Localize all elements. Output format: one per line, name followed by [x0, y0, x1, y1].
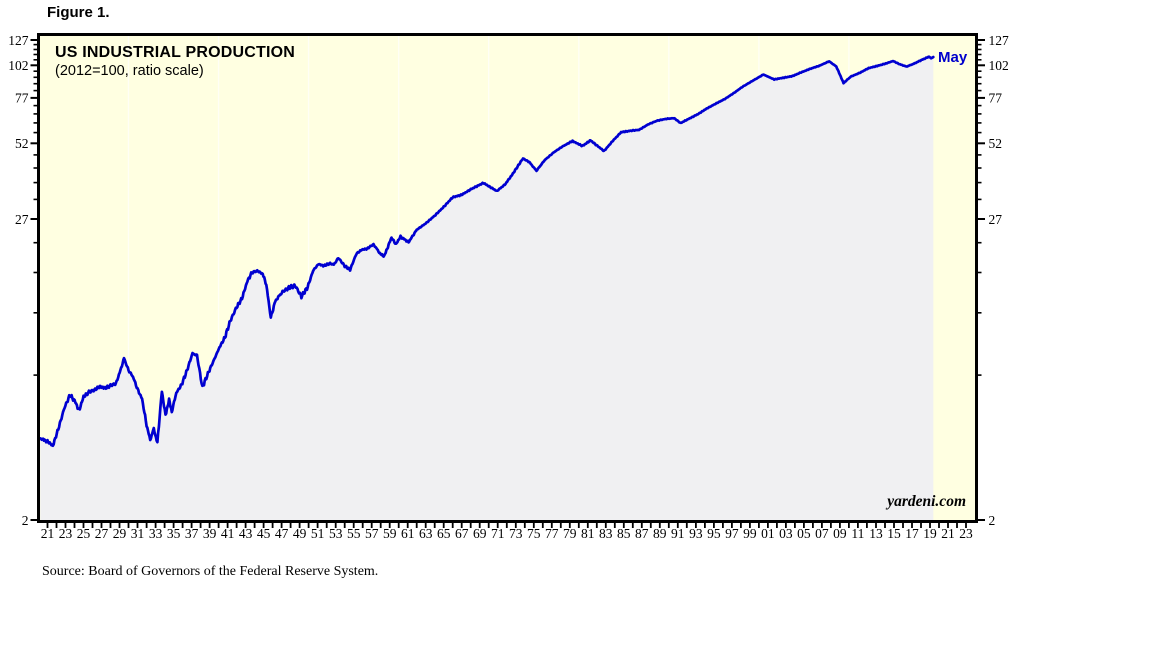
x-axis-label: 73	[509, 526, 523, 541]
x-axis-label: 41	[221, 526, 235, 541]
x-axis-label: 35	[167, 526, 181, 541]
x-axis-label: 89	[653, 526, 667, 541]
x-axis-label: 99	[743, 526, 757, 541]
x-axis-label: 01	[761, 526, 775, 541]
x-axis-label: 45	[257, 526, 271, 541]
x-axis-label: 17	[905, 526, 919, 541]
y-axis-label-left: 27	[15, 212, 29, 227]
y-axis-label-left: 52	[15, 136, 29, 151]
x-axis-label: 75	[527, 526, 541, 541]
x-axis-label: 21	[41, 526, 55, 541]
y-axis-label-right: 52	[989, 136, 1003, 151]
y-axis-label-right: 27	[989, 212, 1003, 227]
x-axis-label: 69	[473, 526, 487, 541]
x-axis-label: 77	[545, 526, 559, 541]
x-axis-label: 87	[635, 526, 649, 541]
x-axis-label: 53	[329, 526, 343, 541]
x-axis-label: 71	[491, 526, 505, 541]
x-axis-label: 61	[401, 526, 415, 541]
x-axis-label: 39	[203, 526, 217, 541]
y-axis-label-left: 102	[8, 58, 28, 73]
x-axis-label: 09	[833, 526, 847, 541]
x-axis-label: 59	[383, 526, 397, 541]
x-axis-label: 05	[797, 526, 811, 541]
x-axis-label: 47	[275, 526, 289, 541]
last-point-annotation: May	[938, 49, 968, 66]
x-axis-label: 83	[599, 526, 613, 541]
x-axis-label: 23	[959, 526, 973, 541]
y-axis-label-left: 2	[22, 513, 29, 528]
y-axis-label-right: 77	[989, 91, 1003, 106]
chart-subtitle: (2012=100, ratio scale)	[55, 63, 204, 79]
x-axis-label: 21	[941, 526, 955, 541]
x-axis-label: 37	[185, 526, 199, 541]
x-axis-label: 19	[923, 526, 937, 541]
figure-label: Figure 1.	[47, 4, 110, 21]
x-axis-label: 03	[779, 526, 793, 541]
x-axis-label: 55	[347, 526, 361, 541]
x-axis-label: 51	[311, 526, 325, 541]
x-axis-label: 27	[95, 526, 109, 541]
x-axis-label: 91	[671, 526, 685, 541]
x-axis-label: 85	[617, 526, 631, 541]
y-axis-label-right: 2	[989, 513, 996, 528]
x-axis-label: 15	[887, 526, 901, 541]
plot-border	[37, 33, 978, 523]
x-axis-label: 33	[149, 526, 163, 541]
x-axis-label: 97	[725, 526, 739, 541]
industrial-production-line	[38, 55, 935, 448]
x-axis-label: 23	[59, 526, 73, 541]
x-axis-label: 67	[455, 526, 469, 541]
x-axis-label: 11	[851, 526, 864, 541]
y-axis-label-left: 77	[15, 91, 29, 106]
source-note: Source: Board of Governors of the Federa…	[42, 564, 379, 579]
x-axis-label: 29	[113, 526, 127, 541]
x-axis-label: 31	[131, 526, 145, 541]
x-axis-label: 79	[563, 526, 577, 541]
x-axis-label: 13	[869, 526, 883, 541]
y-axis-label-right: 127	[989, 33, 1010, 48]
area-fill	[40, 56, 934, 520]
x-axis-label: 81	[581, 526, 595, 541]
x-axis-label: 93	[689, 526, 703, 541]
x-axis-label: 95	[707, 526, 721, 541]
x-axis-label: 25	[77, 526, 91, 541]
x-axis-label: 43	[239, 526, 253, 541]
x-axis-label: 07	[815, 526, 829, 541]
x-axis-label: 49	[293, 526, 307, 541]
y-axis-label-right: 102	[989, 58, 1009, 73]
watermark-yardeni: yardeni.com	[887, 493, 966, 510]
x-axis-label: 57	[365, 526, 379, 541]
x-axis-label: 65	[437, 526, 451, 541]
y-axis-label-left: 127	[8, 33, 29, 48]
x-axis-label: 63	[419, 526, 433, 541]
chart-title: US INDUSTRIAL PRODUCTION	[55, 44, 296, 61]
